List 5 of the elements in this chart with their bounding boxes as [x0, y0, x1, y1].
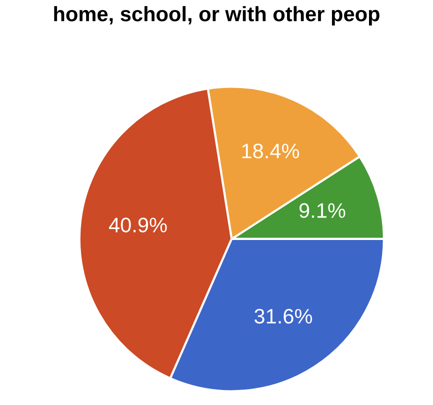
chart-title: home, school, or with other peop	[54, 6, 380, 26]
data-label: 9.1%	[299, 203, 346, 218]
data-label: 31.6%	[254, 308, 312, 324]
data-label: 40.9%	[108, 218, 167, 232]
data-label: 18.4%	[242, 144, 300, 158]
